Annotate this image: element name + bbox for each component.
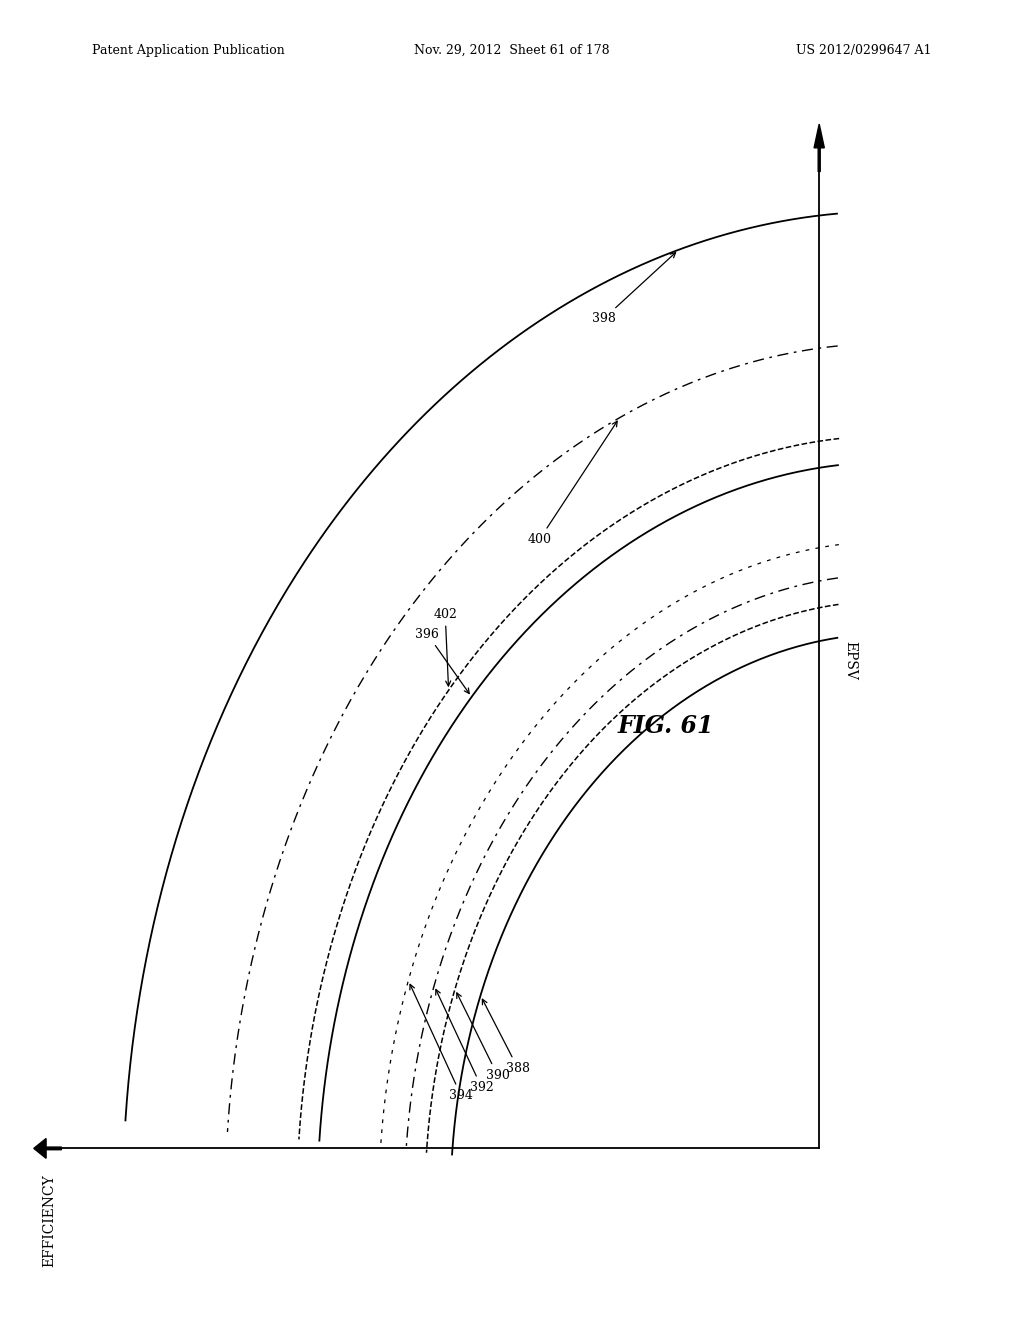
Text: US 2012/0299647 A1: US 2012/0299647 A1 <box>797 44 932 57</box>
Text: 398: 398 <box>592 252 676 325</box>
Text: 394: 394 <box>410 985 473 1102</box>
Text: 396: 396 <box>416 627 469 693</box>
Text: EFFICIENCY: EFFICIENCY <box>42 1175 56 1267</box>
Text: 402: 402 <box>433 607 457 686</box>
Text: Nov. 29, 2012  Sheet 61 of 178: Nov. 29, 2012 Sheet 61 of 178 <box>414 44 610 57</box>
Text: FIG. 61: FIG. 61 <box>617 714 714 738</box>
Text: 388: 388 <box>482 999 530 1074</box>
Text: 400: 400 <box>527 421 617 546</box>
Text: Patent Application Publication: Patent Application Publication <box>92 44 285 57</box>
Text: 390: 390 <box>457 993 510 1082</box>
Text: 392: 392 <box>436 990 494 1094</box>
Text: EPSV: EPSV <box>843 640 857 680</box>
